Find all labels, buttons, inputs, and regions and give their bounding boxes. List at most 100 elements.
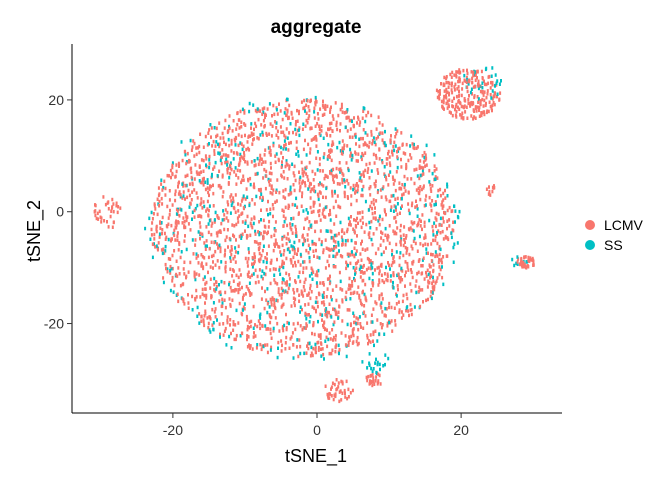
data-point-lcmv [456, 87, 459, 91]
data-point-lcmv [208, 247, 211, 251]
data-point-lcmv [400, 157, 402, 162]
data-point-ss [158, 232, 161, 236]
data-point-lcmv [284, 164, 287, 169]
data-point-lcmv [206, 316, 209, 320]
data-point-lcmv [339, 254, 342, 258]
data-point-ss [351, 250, 353, 254]
data-point-lcmv [243, 111, 246, 115]
data-point-ss [403, 182, 406, 187]
data-point-lcmv [249, 324, 252, 329]
data-point-ss [196, 305, 199, 310]
data-point-lcmv [372, 216, 375, 220]
data-point-lcmv [317, 348, 320, 352]
data-point-lcmv [378, 297, 381, 301]
data-point-ss [216, 174, 219, 178]
data-point-lcmv [238, 234, 241, 239]
data-point-lcmv [530, 258, 533, 262]
data-point-lcmv [288, 164, 291, 168]
data-point-lcmv [240, 120, 243, 124]
data-point-lcmv [489, 93, 492, 97]
data-point-ss [269, 348, 272, 352]
data-point-lcmv [482, 93, 485, 97]
data-point-lcmv [391, 248, 394, 253]
data-point-lcmv [260, 347, 263, 352]
data-point-ss [302, 122, 305, 126]
data-point-lcmv [393, 204, 396, 208]
data-point-ss [352, 187, 355, 192]
data-point-lcmv [491, 108, 493, 113]
data-point-lcmv [206, 207, 209, 211]
data-point-lcmv [312, 346, 315, 351]
data-point-ss [343, 178, 346, 182]
data-point-lcmv [238, 287, 241, 291]
data-point-lcmv [269, 297, 272, 302]
data-point-lcmv [428, 168, 431, 173]
data-point-lcmv [201, 206, 204, 210]
data-point-ss [308, 274, 311, 278]
data-point-lcmv [260, 162, 263, 166]
data-point-lcmv [331, 140, 334, 144]
data-point-lcmv [489, 86, 492, 90]
data-point-ss [259, 316, 262, 320]
data-point-lcmv [319, 229, 322, 233]
data-point-lcmv [524, 255, 527, 259]
data-point-lcmv [397, 272, 400, 276]
data-point-ss [288, 250, 291, 254]
data-point-ss [225, 343, 228, 347]
data-point-lcmv [339, 205, 342, 210]
data-point-lcmv [293, 251, 296, 256]
data-point-lcmv [270, 300, 273, 304]
data-point-ss [316, 168, 319, 172]
data-point-lcmv [328, 276, 331, 281]
data-point-lcmv [107, 207, 110, 211]
data-point-lcmv [109, 214, 112, 219]
data-point-lcmv [419, 242, 422, 246]
data-point-lcmv [238, 118, 241, 122]
data-point-lcmv [164, 186, 167, 191]
data-point-lcmv [381, 160, 384, 165]
data-point-ss [175, 212, 178, 216]
data-point-lcmv [393, 306, 396, 310]
data-point-lcmv [384, 314, 387, 318]
data-point-ss [273, 273, 276, 277]
data-point-lcmv [165, 266, 167, 271]
data-point-lcmv [306, 238, 309, 242]
data-point-lcmv [323, 176, 326, 181]
data-point-lcmv [338, 182, 341, 186]
data-point-lcmv [258, 259, 261, 264]
data-point-lcmv [194, 163, 197, 167]
data-point-lcmv [200, 261, 203, 265]
data-point-lcmv [478, 105, 481, 110]
data-point-lcmv [323, 320, 326, 324]
data-point-lcmv [240, 142, 243, 146]
data-point-lcmv [254, 280, 257, 285]
data-point-lcmv [210, 224, 213, 228]
data-point-lcmv [175, 219, 178, 223]
data-point-lcmv [419, 159, 422, 163]
data-point-lcmv [164, 262, 167, 267]
data-point-lcmv [232, 320, 235, 324]
data-point-lcmv [361, 290, 364, 295]
data-point-lcmv [351, 135, 354, 139]
data-point-lcmv [402, 293, 405, 298]
data-point-lcmv [236, 168, 239, 173]
data-point-lcmv [436, 95, 439, 100]
data-point-lcmv [430, 290, 433, 294]
data-point-lcmv [478, 114, 481, 118]
data-point-lcmv [375, 156, 378, 160]
data-point-lcmv [345, 260, 348, 265]
data-point-lcmv [274, 160, 277, 164]
data-point-lcmv [293, 291, 296, 295]
data-point-lcmv [195, 288, 198, 293]
data-point-lcmv [373, 382, 376, 386]
data-point-lcmv [330, 230, 333, 234]
data-point-lcmv [257, 117, 260, 122]
data-point-lcmv [340, 235, 343, 239]
data-point-lcmv [198, 144, 201, 149]
data-point-ss [308, 320, 311, 324]
data-point-lcmv [175, 223, 178, 227]
data-point-lcmv [384, 233, 387, 237]
data-point-lcmv [304, 311, 307, 316]
data-point-lcmv [246, 318, 249, 322]
